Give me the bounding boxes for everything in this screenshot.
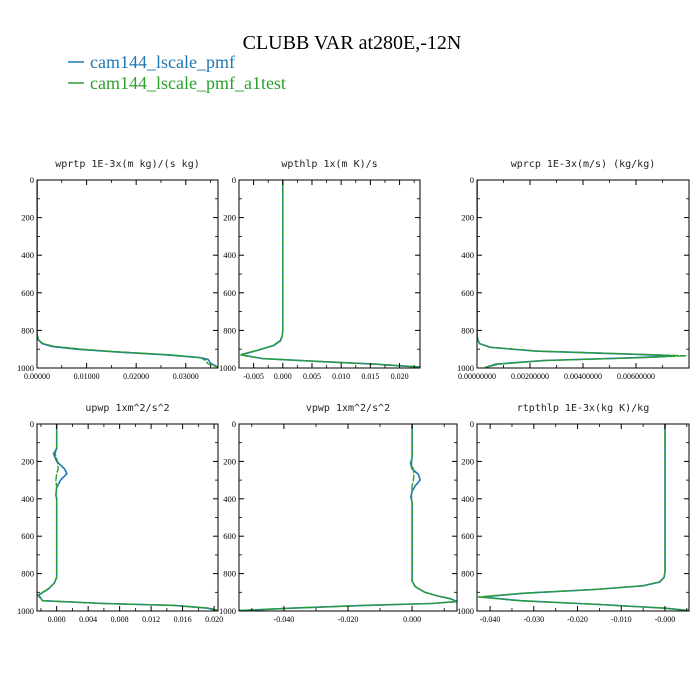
x-tick-label: 0.000 bbox=[48, 615, 66, 624]
panel-1: wprtp 1E-3x(m kg)/(s kg) 0 200 400 600 800 100… bbox=[17, 159, 219, 381]
series-line-2 bbox=[239, 424, 457, 611]
y-tick-label: 1000 bbox=[17, 363, 34, 373]
y-tick-label: 1000 bbox=[219, 606, 236, 616]
plot-frame bbox=[36, 179, 219, 369]
x-tick-label: -0.020 bbox=[567, 615, 588, 624]
panel-title: wprcp 1E-3x(m/s) (kg/kg) bbox=[511, 159, 656, 170]
x-tick-label: -0.020 bbox=[338, 615, 359, 624]
legend-label-2: cam144_lscale_pmf_a1test bbox=[90, 73, 286, 93]
x-tick-label: 0.000 bbox=[274, 372, 292, 381]
series-line-1 bbox=[37, 180, 218, 368]
panel-title: vpwp 1xm^2/s^2 bbox=[306, 403, 390, 414]
x-tick-label: 0.03000 bbox=[173, 372, 199, 381]
y-tick-label: 800 bbox=[461, 325, 474, 335]
panels: wprtp 1E-3x(m kg)/(s kg) 0 200 400 600 800 100… bbox=[17, 159, 690, 624]
y-tick-label: 400 bbox=[223, 494, 236, 504]
series-line-2 bbox=[37, 180, 218, 368]
y-tick-label: 200 bbox=[223, 456, 236, 466]
y-tick-label: 1000 bbox=[17, 606, 34, 616]
x-tick-label: 0.01000 bbox=[74, 372, 100, 381]
y-tick-label: 0 bbox=[232, 419, 236, 429]
series-line-2 bbox=[477, 424, 689, 611]
y-tick-label: 0 bbox=[30, 175, 34, 185]
x-tick-label: 0.00000 bbox=[24, 372, 50, 381]
x-tick-label: 0.020 bbox=[391, 372, 409, 381]
x-tick-label: -0.040 bbox=[480, 615, 501, 624]
panel-2: wpthlp 1x(m K)/s 0 200 400 600 800 1000 -0.005 0… bbox=[219, 159, 421, 381]
y-tick-label: 600 bbox=[223, 288, 236, 298]
y-tick-label: 1000 bbox=[219, 363, 236, 373]
legend: cam144_lscale_pmf cam144_lscale_pmf_a1te… bbox=[68, 52, 286, 93]
y-tick-label: 600 bbox=[21, 288, 34, 298]
y-tick-label: 200 bbox=[461, 213, 474, 223]
x-tick-label: -0.005 bbox=[243, 372, 264, 381]
y-tick-label: 800 bbox=[461, 569, 474, 579]
x-tick-label: -0.030 bbox=[523, 615, 544, 624]
y-tick-label: 200 bbox=[461, 456, 474, 466]
x-tick-label: 0.012 bbox=[142, 615, 160, 624]
panel-5: vpwp 1xm^2/s^2 0 200 400 600 800 1000 -0.040 -0.… bbox=[219, 403, 458, 624]
y-tick-label: 800 bbox=[21, 569, 34, 579]
y-tick-label: 600 bbox=[461, 288, 474, 298]
x-tick-label: 0.016 bbox=[174, 615, 192, 624]
y-tick-label: 600 bbox=[223, 531, 236, 541]
x-tick-label: 0.015 bbox=[361, 372, 379, 381]
panel-3: wprcp 1E-3x(m/s) (kg/kg) 0 200 400 600 800 100… bbox=[457, 159, 690, 381]
y-tick-label: 400 bbox=[461, 250, 474, 260]
series-line-2 bbox=[37, 424, 218, 611]
x-tick-label: 0.00600000 bbox=[617, 372, 655, 381]
y-tick-label: 400 bbox=[21, 250, 34, 260]
y-tick-label: 0 bbox=[470, 419, 474, 429]
x-tick-label: -0.010 bbox=[611, 615, 632, 624]
y-tick-label: 600 bbox=[21, 531, 34, 541]
series-line-1 bbox=[239, 424, 457, 611]
series-line-1 bbox=[240, 180, 420, 368]
panel-title: wpthlp 1x(m K)/s bbox=[281, 159, 377, 170]
panel-title: upwp 1xm^2/s^2 bbox=[85, 403, 169, 414]
panel-6: rtpthlp 1E-3x(kg K)/kg02004006008001000-… bbox=[457, 403, 690, 624]
y-tick-label: 1000 bbox=[457, 363, 474, 373]
x-tick-label: 0.010 bbox=[332, 372, 350, 381]
x-tick-label: 0.020 bbox=[205, 615, 223, 624]
series-line-1 bbox=[477, 180, 676, 368]
y-tick-label: 600 bbox=[461, 531, 474, 541]
x-tick-label: 0.02000 bbox=[123, 372, 149, 381]
y-tick-label: 0 bbox=[30, 419, 34, 429]
x-tick-label: 0.005 bbox=[303, 372, 321, 381]
series-line-1 bbox=[37, 424, 218, 611]
plot-frame bbox=[36, 423, 219, 612]
y-tick-label: 0 bbox=[470, 175, 474, 185]
y-tick-label: 800 bbox=[223, 325, 236, 335]
x-tick-label: 0.00000000 bbox=[458, 372, 496, 381]
panel-title: wprtp 1E-3x(m kg)/(s kg) bbox=[55, 159, 200, 170]
y-tick-label: 200 bbox=[21, 456, 34, 466]
y-tick-label: 0 bbox=[232, 175, 236, 185]
x-tick-label: 0.000 bbox=[403, 615, 421, 624]
y-tick-label: 400 bbox=[461, 494, 474, 504]
series-line-2 bbox=[477, 180, 687, 368]
legend-label-1: cam144_lscale_pmf bbox=[90, 52, 235, 72]
x-tick-label: 0.004 bbox=[79, 615, 97, 624]
y-tick-label: 200 bbox=[21, 213, 34, 223]
panel-title: rtpthlp 1E-3x(kg K)/kg bbox=[517, 403, 649, 414]
x-tick-label: -0.040 bbox=[274, 615, 295, 624]
y-tick-label: 800 bbox=[21, 325, 34, 335]
y-tick-label: 1000 bbox=[457, 606, 474, 616]
x-tick-label: -0.000 bbox=[655, 615, 676, 624]
y-tick-label: 800 bbox=[223, 569, 236, 579]
x-tick-label: 0.00400000 bbox=[564, 372, 602, 381]
y-tick-label: 200 bbox=[223, 213, 236, 223]
x-tick-label: 0.00200000 bbox=[511, 372, 549, 381]
y-tick-label: 400 bbox=[223, 250, 236, 260]
plot-frame bbox=[238, 423, 458, 612]
x-tick-label: 0.008 bbox=[111, 615, 129, 624]
plot-frame bbox=[476, 179, 690, 369]
panel-4: upwp 1xm^2/s^2 0 200 400 600 800 1000 0.000 0.00… bbox=[17, 403, 223, 624]
figure-title: CLUBB VAR at280E,-12N bbox=[243, 32, 462, 54]
series-line-2 bbox=[240, 180, 420, 368]
plot-frame bbox=[238, 179, 421, 369]
y-tick-label: 400 bbox=[21, 494, 34, 504]
